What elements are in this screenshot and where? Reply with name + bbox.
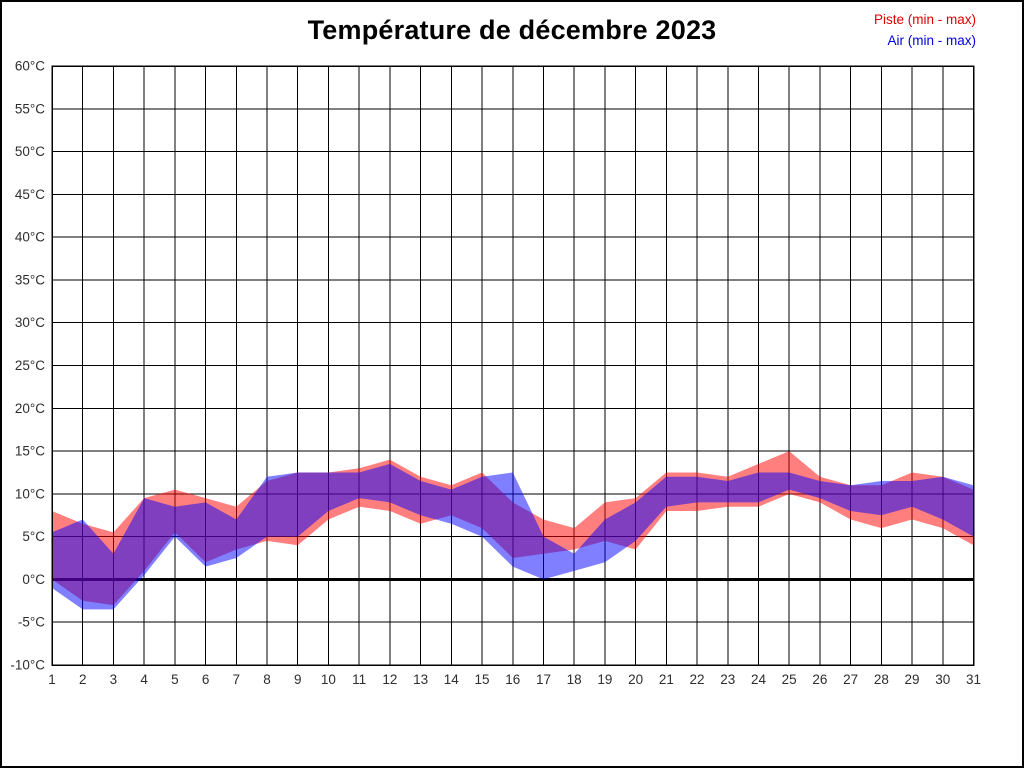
air-minmax-band: [52, 463, 974, 610]
x-tick-label: 26: [812, 672, 827, 687]
x-tick-label: 19: [597, 672, 612, 687]
y-tick-label: 40°C: [15, 230, 45, 245]
x-axis-labels: 1 2 3 4 5 6 7 8 9 10 11 12 13 14 15 16 17 18 19 20 21 22 23 24 2…: [48, 672, 981, 687]
y-tick-label: 30°C: [15, 315, 45, 330]
x-tick-label: 18: [567, 672, 582, 687]
x-tick-label: 8: [263, 672, 271, 687]
y-tick-label: 5°C: [22, 529, 45, 544]
x-tick-label: 6: [202, 672, 210, 687]
x-tick-label: 20: [628, 672, 643, 687]
x-tick-label: 5: [171, 672, 179, 687]
x-tick-label: 9: [294, 672, 302, 687]
x-tick-label: 16: [505, 672, 520, 687]
x-tick-label: 25: [782, 672, 797, 687]
x-tick-label: 11: [352, 672, 366, 687]
x-tick-label: 14: [444, 672, 460, 687]
plot-border: [51, 65, 975, 666]
x-tick-label: 24: [751, 672, 767, 687]
x-tick-label: 23: [720, 672, 735, 687]
x-tick-label: 31: [966, 672, 981, 687]
x-tick-label: 30: [935, 672, 950, 687]
y-tick-label: 20°C: [15, 401, 45, 416]
x-tick-label: 7: [233, 672, 241, 687]
y-tick-label: 10°C: [15, 486, 45, 501]
legend-item-air: Air (min - max): [887, 33, 977, 48]
x-tick-label: 29: [905, 672, 920, 687]
y-tick-label: 0°C: [22, 572, 45, 587]
x-tick-label: 4: [140, 672, 148, 687]
x-tick-label: 12: [382, 672, 397, 687]
x-tick-label: 17: [536, 672, 551, 687]
y-tick-label: -10°C: [10, 658, 45, 673]
x-tick-label: 28: [874, 672, 889, 687]
legend: Piste (min - max) Air (min - max): [874, 9, 976, 51]
x-tick-label: 22: [690, 672, 705, 687]
y-tick-label: 15°C: [15, 444, 45, 459]
y-axis-labels: -10°C -5°C 0°C 5°C 10°C 15°C 20°C 25°C 30°C 35°C 4…: [10, 59, 45, 673]
x-tick-label: 21: [659, 672, 674, 687]
y-tick-label: 45°C: [15, 187, 45, 202]
gridlines: [51, 65, 974, 666]
x-tick-label: 2: [79, 672, 87, 687]
chart-title: Température de décembre 2023: [307, 15, 717, 45]
y-tick-label: 50°C: [15, 144, 45, 159]
y-tick-label: 35°C: [15, 272, 45, 287]
legend-item-piste: Piste (min - max): [873, 12, 976, 27]
x-tick-label: 3: [110, 672, 118, 687]
y-tick-label: 25°C: [15, 358, 45, 373]
x-tick-label: 1: [48, 672, 56, 687]
y-tick-label: 55°C: [15, 101, 45, 116]
x-tick-label: 27: [843, 672, 858, 687]
y-tick-label: 60°C: [15, 59, 45, 74]
x-tick-label: 15: [475, 672, 490, 687]
y-tick-label: -5°C: [18, 615, 45, 630]
x-tick-label: 13: [413, 672, 428, 687]
x-tick-label: 10: [321, 672, 336, 687]
